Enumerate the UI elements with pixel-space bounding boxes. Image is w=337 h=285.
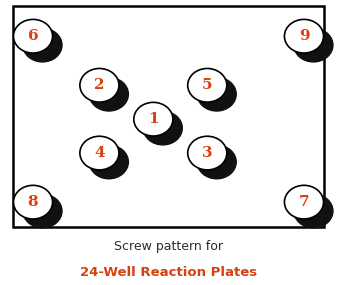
Text: 3: 3	[202, 146, 213, 160]
Text: 5: 5	[202, 78, 213, 92]
Ellipse shape	[13, 185, 53, 219]
Ellipse shape	[23, 28, 62, 62]
Text: 6: 6	[28, 29, 38, 43]
Ellipse shape	[134, 102, 173, 136]
Ellipse shape	[89, 77, 128, 111]
Text: 4: 4	[94, 146, 105, 160]
Text: Screw pattern for: Screw pattern for	[114, 240, 223, 253]
Ellipse shape	[284, 19, 324, 53]
Text: 24-Well Reaction Plates: 24-Well Reaction Plates	[80, 266, 257, 279]
Ellipse shape	[13, 19, 53, 53]
Text: 7: 7	[299, 195, 309, 209]
Ellipse shape	[197, 145, 236, 179]
Ellipse shape	[80, 68, 119, 102]
Ellipse shape	[143, 111, 182, 145]
Ellipse shape	[188, 136, 227, 170]
Ellipse shape	[23, 194, 62, 228]
Ellipse shape	[294, 28, 333, 62]
Ellipse shape	[80, 136, 119, 170]
Text: 2: 2	[94, 78, 105, 92]
Text: 1: 1	[148, 112, 159, 126]
Ellipse shape	[284, 185, 324, 219]
Text: 9: 9	[299, 29, 309, 43]
Ellipse shape	[89, 145, 128, 179]
Ellipse shape	[188, 68, 227, 102]
Text: 8: 8	[28, 195, 38, 209]
Ellipse shape	[294, 194, 333, 228]
Ellipse shape	[197, 77, 236, 111]
